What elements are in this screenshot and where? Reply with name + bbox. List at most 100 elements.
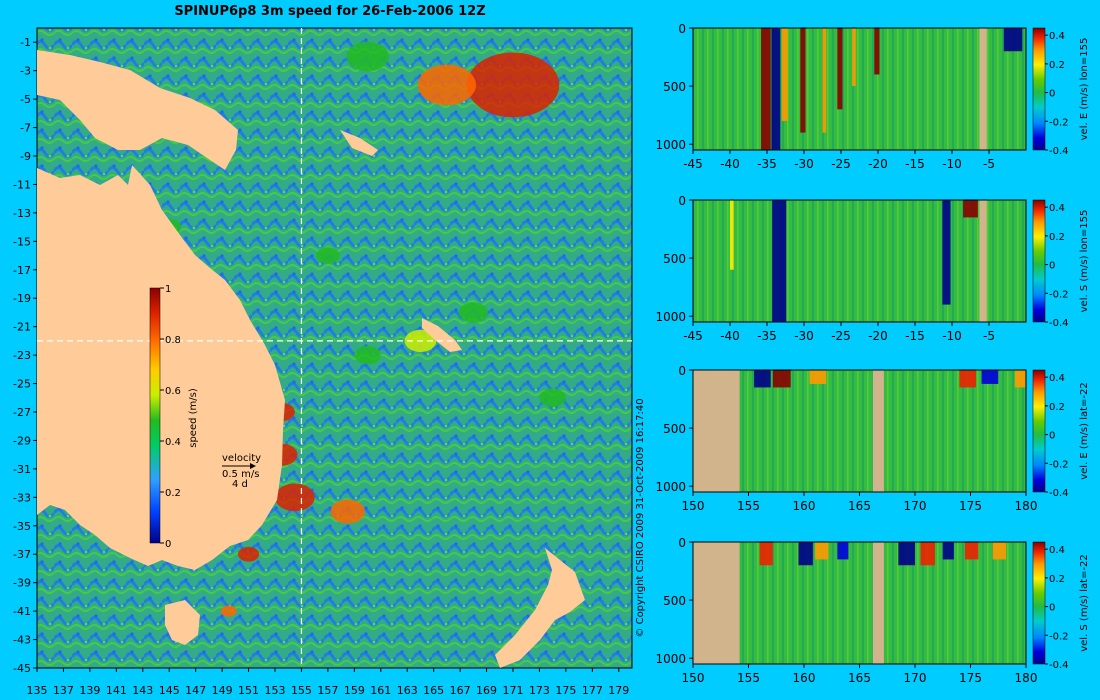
section-colorbar-tick-label: 0.2 [1049,574,1065,585]
map-y-tick-label: -45 [13,662,31,675]
section-feature [837,28,843,110]
speed-colorbar-ticks: 0 0.2 0.4 0.6 0.8 1 [160,284,181,550]
speed-feature [466,52,560,118]
speed-feature [275,483,315,512]
velocity-key: velocity 0.5 m/s 4 d [222,453,261,490]
section-colorbar-tick-label: -0.4 [1049,146,1069,157]
speed-colorbar-tick-label: 0 [165,539,171,550]
section-x-tick-label: -15 [905,329,925,343]
map-x-tick-label: 155 [291,684,312,697]
section-x-tick-label: 150 [682,499,705,513]
section-feature [754,370,771,388]
speed-colorbar-tick-label: 0.6 [165,386,181,397]
section-feature [815,542,829,560]
section-plot-area [692,541,1027,665]
section-x-tick-label: -35 [757,157,777,171]
map-x-tick-label: 145 [159,684,180,697]
section-lines [37,28,632,668]
section-feature [942,542,954,560]
section-x-tick-label: -40 [720,157,740,171]
solomon-islands-land [340,130,378,156]
section-x-tick-label: 170 [904,499,927,513]
speed-colorbar-label: speed (m/s) [188,388,199,448]
section-colorbar-tick-label: 0.4 [1049,373,1065,384]
map-x-tick-label: 161 [370,684,391,697]
map-y-tick-label: -31 [13,463,31,476]
map-y-tick-label: -35 [13,520,31,533]
section-y-tick-label: 500 [663,594,686,608]
section-x-tick-label: 175 [959,499,982,513]
section-colorbar [1032,369,1046,493]
velocity-key-magnitude: 0.5 m/s [222,469,259,480]
map-y-tick-label: -9 [20,150,31,163]
section-feature [772,370,791,388]
copyright-note: © Copyright CSIRO 2009 31-Oct-2009 16:17… [635,398,646,637]
section-y-tick-label: 1000 [655,480,686,494]
map-x-tick-label: 147 [185,684,206,697]
map-y-tick-label: -43 [13,634,31,647]
map-x-tick-label: 177 [582,684,603,697]
map-y-tick-label: -33 [13,491,31,504]
section-panel-2: -45 -40 -35 -30 -25 -20 -15 -10 -5 0 500 1000 -0.4 -0… [655,194,1090,343]
section-feature [959,370,977,388]
velocity-key-arrowhead [250,463,256,469]
section-feature [874,28,880,75]
section-x-tick-label: -30 [794,157,814,171]
tasmania-land [165,600,200,645]
section-feature [800,28,806,133]
section-x-tick-label: -40 [720,329,740,343]
map-x-tick-label: 165 [423,684,444,697]
section-x-tick-label: -10 [942,157,962,171]
section-feature [798,542,813,566]
section-x-tick-label: -5 [983,329,995,343]
speed-feature [346,41,389,72]
section-x-tick-label: -10 [942,329,962,343]
map-x-tick-label: 171 [503,684,524,697]
section-y-tick-label: 1000 [655,310,686,324]
chart-title: SPINUP6p8 3m speed for 26-Feb-2006 12Z [174,4,486,19]
section-feature [1003,28,1023,52]
section-ylabel: vel. E (m/s) lon=155 [1079,38,1090,141]
map-x-tick-label: 157 [317,684,338,697]
section-colorbar-tick-label: 0.2 [1049,232,1065,243]
section-x-tick-label: -15 [905,157,925,171]
map-x-tick-label: 173 [529,684,550,697]
section-feature [730,200,734,270]
section-feature [772,200,787,322]
section-x-tick-label: -5 [983,157,995,171]
section-panel-3: 150 155 160 165 170 175 180 0 500 1000 -0.4 -0.2 0 0.… [655,364,1090,513]
map-x-tick-label: 141 [106,684,127,697]
map-y-tick-label: -39 [13,577,31,590]
map-y-tick-label: -19 [13,292,31,305]
section-panel-4: 150 155 160 165 170 175 180 0 500 1000 -0.4 -0.2 0 0.… [655,536,1090,685]
section-ylabel: vel. E (m/s) lat=-22 [1079,382,1090,480]
section-x-tick-label: -25 [831,329,851,343]
map-y-tick-label: -15 [13,235,31,248]
section-colorbar-tick-label: 0 [1049,89,1055,100]
speed-colorbar-tick-label: 0.2 [165,488,181,499]
section-feature [809,370,827,384]
section-x-tick-label: 160 [793,671,816,685]
section-feature [898,542,915,566]
section-y-tick-label: 0 [678,194,686,208]
section-x-tick-label: 160 [793,499,816,513]
section-x-tick-label: 155 [737,499,760,513]
section-feature [992,542,1007,560]
section-colorbar-tick-label: 0 [1049,431,1055,442]
map-x-tick-label: 159 [344,684,365,697]
section-feature [759,542,773,566]
australia-land [37,165,285,570]
section-x-tick-label: -30 [794,329,814,343]
section-feature [1014,370,1026,388]
map-axes: 135 137 139 141 143 145 147 149 151 153 155 157 159 1… [13,36,629,697]
section-y-tick-label: 1000 [655,652,686,666]
section-colorbar-tick-label: 0.2 [1049,60,1065,71]
map-y-tick-label: -41 [13,605,31,618]
map-x-tick-label: 135 [27,684,48,697]
section-y-tick-label: 500 [663,422,686,436]
new-guinea-land [37,50,238,170]
section-colorbar-tick-label: -0.4 [1049,488,1069,499]
section-plot-area [692,369,1027,493]
section-land [872,370,884,492]
section-land [979,28,987,150]
